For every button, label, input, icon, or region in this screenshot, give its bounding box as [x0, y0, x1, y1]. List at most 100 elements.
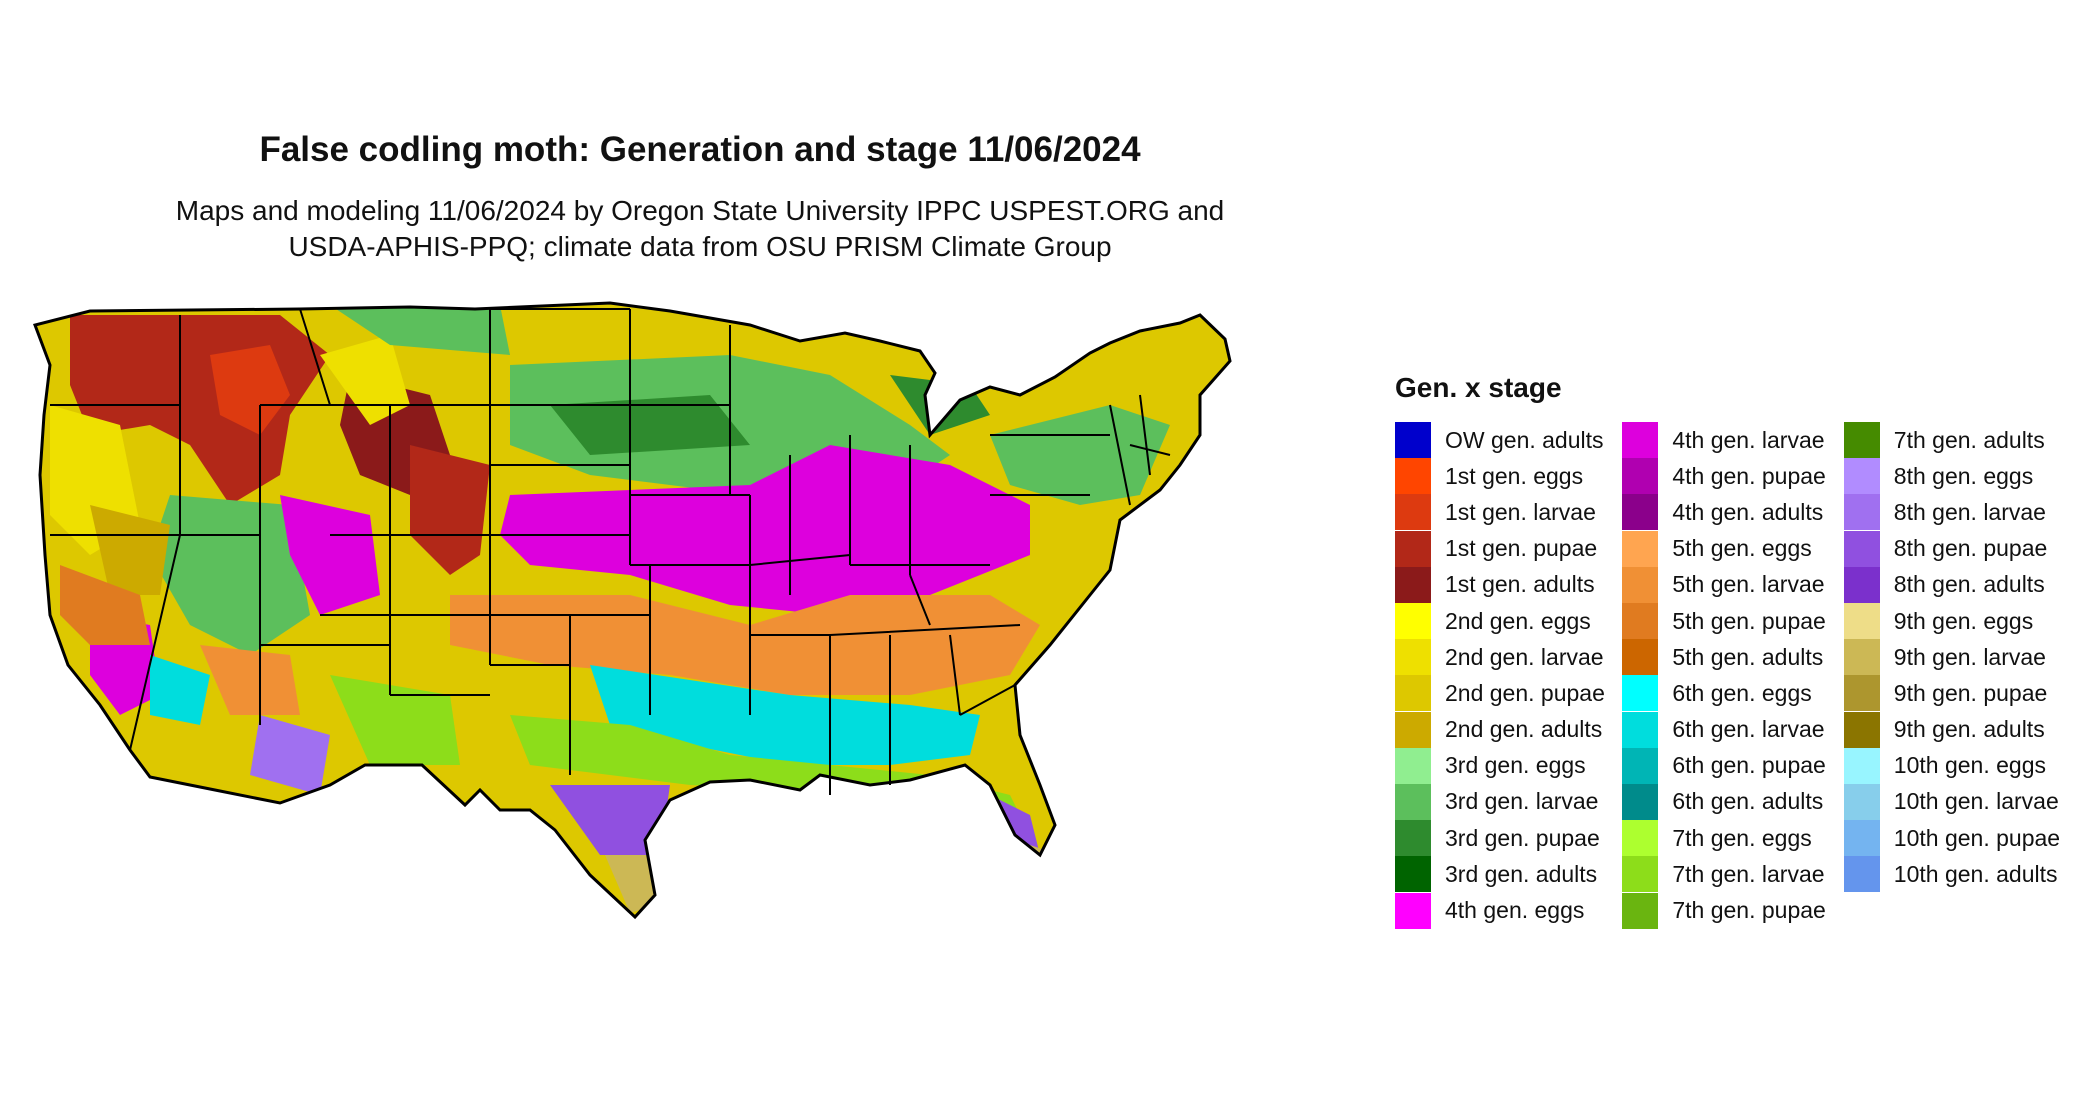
legend-swatch [1395, 856, 1431, 893]
legend-label: 4th gen. adults [1672, 498, 1824, 525]
legend-label: 3rd gen. eggs [1445, 752, 1586, 779]
legend-label: 6th gen. pupae [1672, 752, 1826, 779]
legend-column: 7th gen. adults 8th gen. eggs 8th gen. lar… [1843, 422, 2071, 929]
legend-label: 9th gen. adults [1893, 716, 2045, 743]
legend-label: 5th gen. adults [1672, 643, 1824, 670]
legend-swatch [1843, 675, 1880, 712]
legend-swatch [1622, 566, 1659, 603]
legend-swatch [1622, 639, 1659, 676]
legend-label: 5th gen. pupae [1672, 607, 1826, 634]
legend-item: 1st gen. larvae [1395, 494, 1608, 531]
legend-label: 4th gen. pupae [1672, 462, 1826, 489]
legend-swatch [1395, 603, 1431, 640]
legend-swatch [1395, 422, 1431, 459]
legend-label: 6th gen. larvae [1672, 716, 1825, 743]
legend-label: 10th gen. eggs [1893, 752, 2046, 779]
legend-columns: OW gen. adults 1st gen. eggs 1st gen. larv… [1395, 422, 2085, 929]
legend-label: 3rd gen. larvae [1445, 788, 1599, 815]
legend-title: Gen. x stage [1395, 372, 1562, 403]
legend-item: 3rd gen. larvae [1395, 783, 1608, 820]
legend-swatch [1622, 603, 1659, 640]
legend-item: 2nd gen. eggs [1395, 603, 1608, 640]
legend-item: 8th gen. adults [1843, 566, 2071, 603]
legend-swatch [1843, 783, 1880, 820]
legend-item: 6th gen. pupae [1622, 747, 1829, 784]
legend-swatch [1395, 711, 1431, 748]
legend-label: 7th gen. pupae [1672, 897, 1826, 924]
legend-item: 9th gen. pupae [1843, 675, 2071, 712]
legend-label: 1st gen. larvae [1445, 498, 1596, 525]
legend-label: 2nd gen. larvae [1445, 643, 1604, 670]
legend-item: 4th gen. adults [1622, 494, 1829, 531]
legend-swatch [1843, 820, 1880, 857]
legend-item: 4th gen. larvae [1622, 422, 1829, 459]
legend-item: 5th gen. larvae [1622, 566, 1829, 603]
legend-swatch [1622, 422, 1659, 459]
legend-swatch [1622, 892, 1659, 929]
legend-label: 7th gen. larvae [1672, 860, 1825, 887]
legend-label: 10th gen. larvae [1893, 788, 2059, 815]
legend-label: 9th gen. pupae [1893, 679, 2048, 706]
legend-swatch [1843, 603, 1880, 640]
legend: Gen. x stage OW gen. adults 1st gen. eggs… [1395, 372, 2085, 929]
legend-label: OW gen. adults [1445, 426, 1604, 453]
legend-label: 1st gen. eggs [1445, 462, 1584, 489]
legend-item: 7th gen. eggs [1622, 820, 1829, 857]
legend-label: 6th gen. eggs [1672, 679, 1812, 706]
legend-label: 8th gen. pupae [1893, 535, 2048, 562]
legend-item: 2nd gen. adults [1395, 711, 1608, 748]
legend-swatch [1843, 747, 1880, 784]
subtitle-line-1: Maps and modeling 11/06/2024 by Oregon S… [175, 195, 1225, 226]
legend-item: 3rd gen. pupae [1395, 820, 1608, 857]
legend-item: OW gen. adults [1395, 422, 1608, 459]
legend-label: 5th gen. eggs [1672, 535, 1812, 562]
map-title: False codling moth: Generation and stage… [259, 130, 1141, 169]
legend-item: 8th gen. larvae [1843, 494, 2071, 531]
legend-item: 10th gen. larvae [1843, 783, 2071, 820]
legend-item: 7th gen. adults [1843, 422, 2071, 459]
legend-item: 6th gen. adults [1622, 783, 1829, 820]
legend-item: 5th gen. adults [1622, 639, 1829, 676]
legend-label: 1st gen. adults [1445, 571, 1595, 598]
legend-item: 1st gen. adults [1395, 566, 1608, 603]
legend-label: 3rd gen. pupae [1445, 824, 1600, 851]
legend-item: 10th gen. adults [1843, 856, 2071, 893]
legend-label: 5th gen. larvae [1672, 571, 1825, 598]
legend-label: 4th gen. eggs [1445, 897, 1585, 924]
legend-item: 3rd gen. adults [1395, 856, 1608, 893]
legend-item: 7th gen. pupae [1622, 892, 1829, 929]
legend-item: 10th gen. pupae [1843, 820, 2071, 857]
legend-label: 9th gen. eggs [1893, 607, 2034, 634]
legend-swatch [1395, 783, 1431, 820]
subtitle-line-2: USDA-APHIS-PPQ; climate data from OSU PR… [288, 231, 1112, 262]
legend-label: 10th gen. pupae [1893, 824, 2061, 851]
legend-item: 10th gen. eggs [1843, 747, 2071, 784]
legend-item: 8th gen. eggs [1843, 458, 2071, 495]
legend-swatch [1622, 530, 1659, 567]
legend-label: 2nd gen. pupae [1445, 679, 1605, 706]
legend-swatch [1843, 458, 1880, 495]
legend-label: 10th gen. adults [1893, 860, 2058, 887]
legend-label: 4th gen. larvae [1672, 426, 1825, 453]
legend-swatch [1622, 675, 1659, 712]
legend-swatch [1622, 747, 1659, 784]
legend-swatch [1395, 820, 1431, 857]
legend-item: 1st gen. eggs [1395, 458, 1608, 495]
legend-swatch [1843, 494, 1880, 531]
legend-label: 7th gen. eggs [1672, 824, 1812, 851]
legend-item: 7th gen. larvae [1622, 856, 1829, 893]
legend-item: 6th gen. eggs [1622, 675, 1829, 712]
legend-item: 4th gen. eggs [1395, 892, 1608, 929]
us-generation-stage-map [33, 301, 1232, 920]
legend-swatch [1843, 639, 1880, 676]
legend-item: 9th gen. eggs [1843, 603, 2071, 640]
legend-label: 8th gen. eggs [1893, 462, 2034, 489]
legend-item: 2nd gen. larvae [1395, 639, 1608, 676]
legend-swatch [1395, 892, 1431, 929]
legend-item: 5th gen. pupae [1622, 603, 1829, 640]
legend-swatch [1843, 711, 1880, 748]
legend-item: 5th gen. eggs [1622, 530, 1829, 567]
legend-swatch [1622, 856, 1659, 893]
legend-swatch [1395, 530, 1431, 567]
legend-column: OW gen. adults 1st gen. eggs 1st gen. larv… [1395, 422, 1608, 929]
